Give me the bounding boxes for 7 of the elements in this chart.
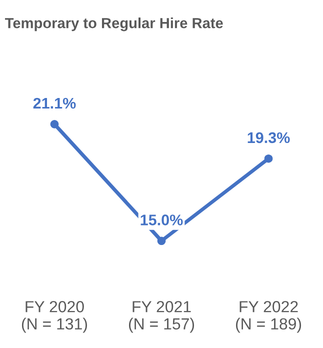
x-tick-label: FY 2021 (N = 157) bbox=[128, 301, 194, 333]
x-tick-label: FY 2022 (N = 189) bbox=[236, 301, 302, 333]
data-label: 15.0% bbox=[140, 214, 183, 226]
data-label: 19.3% bbox=[248, 132, 290, 144]
x-tick-label: FY 2020 (N = 131) bbox=[22, 301, 87, 333]
data-label: 21.1% bbox=[33, 98, 76, 109]
chart-title: Temporary to Regular Hire Rate bbox=[5, 18, 223, 32]
